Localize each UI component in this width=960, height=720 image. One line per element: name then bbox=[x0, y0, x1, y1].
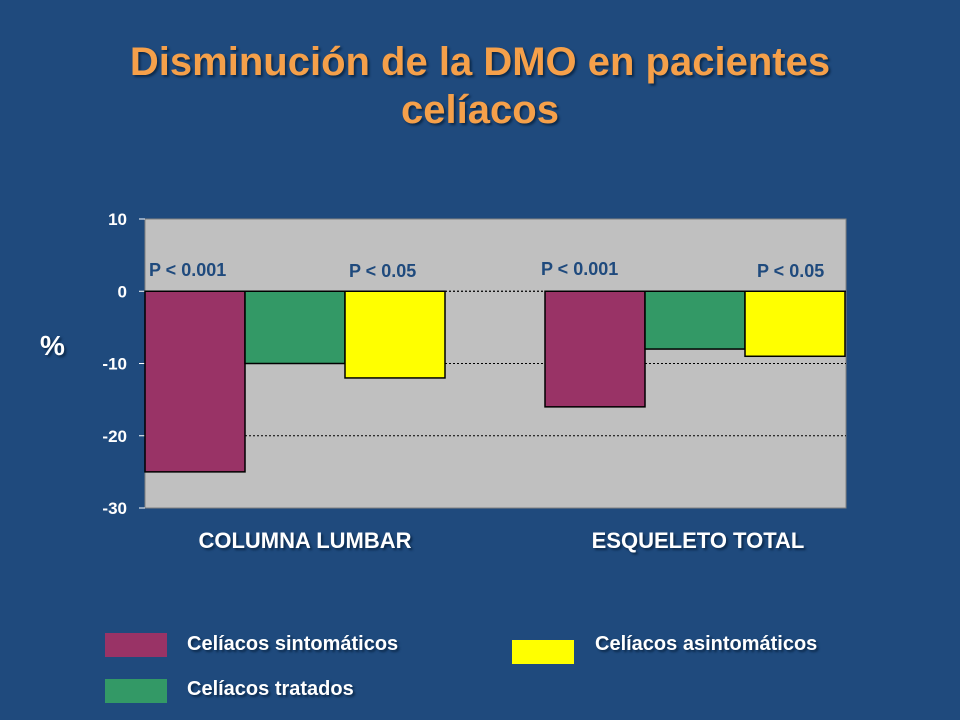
bar bbox=[244, 290, 346, 365]
chart-title-line-1: Disminución de la DMO en pacientes bbox=[129, 40, 831, 84]
legend-label-tratados: Celíacos tratados bbox=[187, 678, 354, 700]
legend-label-sintomaticos: Celíacos sintomáticos bbox=[187, 633, 399, 655]
legend-swatch-tratados bbox=[105, 679, 167, 703]
p-value-annotation: P < 0.05 bbox=[757, 261, 824, 281]
legend-swatch-asintomaticos bbox=[512, 640, 574, 664]
p-value-annotation: P < 0.05 bbox=[349, 261, 416, 281]
bar bbox=[544, 290, 646, 408]
y-tick-label: -30 bbox=[102, 499, 127, 518]
bar bbox=[144, 290, 246, 473]
y-tick-label: -20 bbox=[102, 427, 127, 446]
category-label-esqueleto-total: ESQUELETO TOTAL bbox=[591, 528, 805, 553]
bar bbox=[344, 290, 446, 379]
y-axis-label: % bbox=[40, 330, 65, 361]
chart-title-line-2: celíacos bbox=[401, 88, 559, 132]
y-tick-label: 10 bbox=[108, 210, 127, 229]
y-tick-label: 0 bbox=[118, 282, 127, 301]
p-value-annotation: P < 0.001 bbox=[149, 260, 226, 280]
legend-swatch-sintomaticos bbox=[105, 633, 167, 657]
legend-label-asintomaticos: Celíacos asintomáticos bbox=[595, 633, 818, 655]
p-value-annotation: P < 0.001 bbox=[541, 259, 618, 279]
chart-title: Disminución de la DMO en pacientes celía… bbox=[0, 38, 960, 134]
bar bbox=[744, 290, 846, 358]
bar bbox=[644, 290, 746, 350]
category-label-columna-lumbar: COLUMNA LUMBAR bbox=[198, 528, 412, 553]
y-tick-label: -10 bbox=[102, 355, 127, 374]
